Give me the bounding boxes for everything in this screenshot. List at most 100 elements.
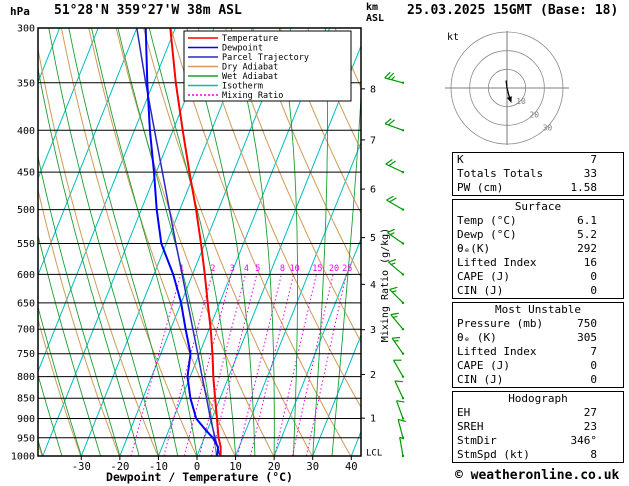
table-row: PW (cm) 1.58 (453, 181, 623, 195)
table-row-value: 23 (583, 420, 597, 433)
table-row-value: 0 (590, 359, 597, 372)
table-row: Pressure (mb) 750 (453, 317, 623, 331)
temp-tick-label: -30 (72, 461, 91, 473)
table-row-label: StmDir (457, 434, 497, 447)
wet-adiabat-line (38, 233, 102, 456)
datetime-title: 25.03.2025 15GMT (Base: 18) (407, 3, 619, 18)
table-row-label: θₑ(K) (457, 242, 491, 255)
wind-barb (386, 195, 405, 211)
profiles-group (136, 28, 222, 456)
table-row-label: PW (cm) (457, 181, 504, 194)
isotherm-line (273, 237, 361, 456)
wind-barb (391, 336, 405, 355)
wind-barb-station-dot (401, 129, 405, 132)
km-tick-label: 1 (370, 414, 376, 425)
table-row: Totals Totals 33 (453, 167, 623, 181)
mixing-ratio-value-label: 25 (342, 264, 352, 274)
pressure-tick-label: 1000 (11, 452, 35, 463)
mixing-ratio-line (237, 274, 282, 456)
table-row: θₑ(K) 292 (453, 242, 623, 256)
dry-adiabat-line (38, 317, 82, 456)
dry-adiabat-line (279, 28, 361, 215)
table-row-label: SREH (457, 420, 484, 433)
hodograph-ring-label: 20 (529, 110, 539, 119)
mixing-ratio-value-label: 20 (329, 264, 339, 274)
wind-barb-station-dot (401, 170, 405, 174)
table-row-label: CIN (J) (457, 284, 504, 297)
table-row-value: 0 (590, 284, 597, 297)
km-tick-label: 6 (370, 185, 376, 196)
wind-barb-staff (394, 380, 404, 399)
pressure-tick-label: 650 (17, 298, 35, 309)
hodograph-ring-label: 10 (516, 97, 526, 106)
hodograph-trace-arrowhead (506, 96, 512, 103)
wind-barb-feather (385, 159, 393, 165)
mixing-ratio-value-label: 8 (280, 264, 285, 274)
table-row: CAPE (J) 0 (453, 270, 623, 284)
table-row-label: Lifted Index (457, 345, 537, 358)
table-row-value: 305 (577, 331, 597, 344)
mixing-ratio-line (291, 274, 334, 456)
wind-barb-feather (396, 400, 405, 403)
table-row: StmSpd (kt) 8 (453, 448, 623, 462)
dewpoint-line (144, 28, 219, 456)
table-row-label: Totals Totals (457, 167, 544, 180)
wind-barb-station-dot (401, 301, 405, 305)
wind-barb-feather (392, 336, 401, 339)
table-row: Dewp (°C) 5.2 (453, 228, 623, 242)
wind-barb-station-dot (401, 328, 405, 331)
wind-barb-staff (391, 337, 404, 355)
wind-barb (397, 418, 406, 439)
table-row-value: 27 (583, 406, 597, 419)
pressure-tick-label: 300 (17, 24, 35, 35)
wind-barb (384, 71, 405, 84)
wind-barb-feather (390, 312, 399, 316)
wind-barb-staff (392, 359, 404, 377)
legend-item-label: Dry Adiabat (222, 63, 278, 73)
km-tick-label: 3 (370, 325, 376, 336)
legend-item-label: Wet Adiabat (222, 72, 278, 82)
copyright-text: © weatheronline.co.uk (455, 468, 620, 483)
wind-barb-station-dot (401, 397, 405, 400)
km-tick-label: 4 (370, 280, 376, 291)
table-row-value: 7 (590, 153, 597, 166)
wind-barb-staff (388, 261, 404, 275)
wind-barb (395, 400, 405, 420)
pressure-tick-label: 900 (17, 414, 35, 425)
wind-barb-feather (384, 71, 391, 79)
pressure-tick-label: 750 (17, 349, 35, 360)
isotherm-line (38, 28, 99, 180)
isotherm-line (38, 28, 176, 373)
table-section-title: Hodograph (508, 392, 568, 405)
table-row-label: CAPE (J) (457, 270, 510, 283)
table-row-label: StmSpd (kt) (457, 448, 530, 461)
table-row-value: 0 (590, 270, 597, 283)
legend-item-label: Parcel Trajectory (222, 53, 309, 63)
legend-item-label: Mixing Ratio (222, 91, 283, 101)
mixing-ratio-line (163, 274, 213, 456)
wet-adiabat-line (38, 373, 63, 456)
pressure-tick-label: 800 (17, 372, 35, 383)
wind-barb-feather (394, 380, 403, 383)
table-row-value: 1.58 (570, 181, 598, 194)
wind-barb-staff (385, 163, 404, 173)
table-section-title: Most Unstable (494, 303, 582, 316)
mixing-ratio-value-label: 10 (290, 264, 300, 274)
mixing-ratio-line (198, 274, 246, 456)
wind-barb-half-feather (390, 232, 395, 236)
wind-barb-station-dot (401, 242, 405, 245)
mixing-ratio-value-label: 4 (244, 264, 249, 274)
table-row: CAPE (J) 0 (453, 359, 623, 373)
pressure-tick-label: 350 (17, 78, 35, 89)
km-tick-label: 5 (370, 233, 376, 244)
table-row-label: K (457, 153, 464, 166)
altitude-axis-unit-label: km ASL (366, 2, 385, 24)
wet-adiabat-line (38, 305, 82, 456)
wind-barb-staff (387, 232, 404, 244)
hodograph-ring (450, 31, 564, 145)
wind-barb-feather (387, 72, 395, 80)
mixing-ratio-value-label: 15 (312, 264, 322, 274)
